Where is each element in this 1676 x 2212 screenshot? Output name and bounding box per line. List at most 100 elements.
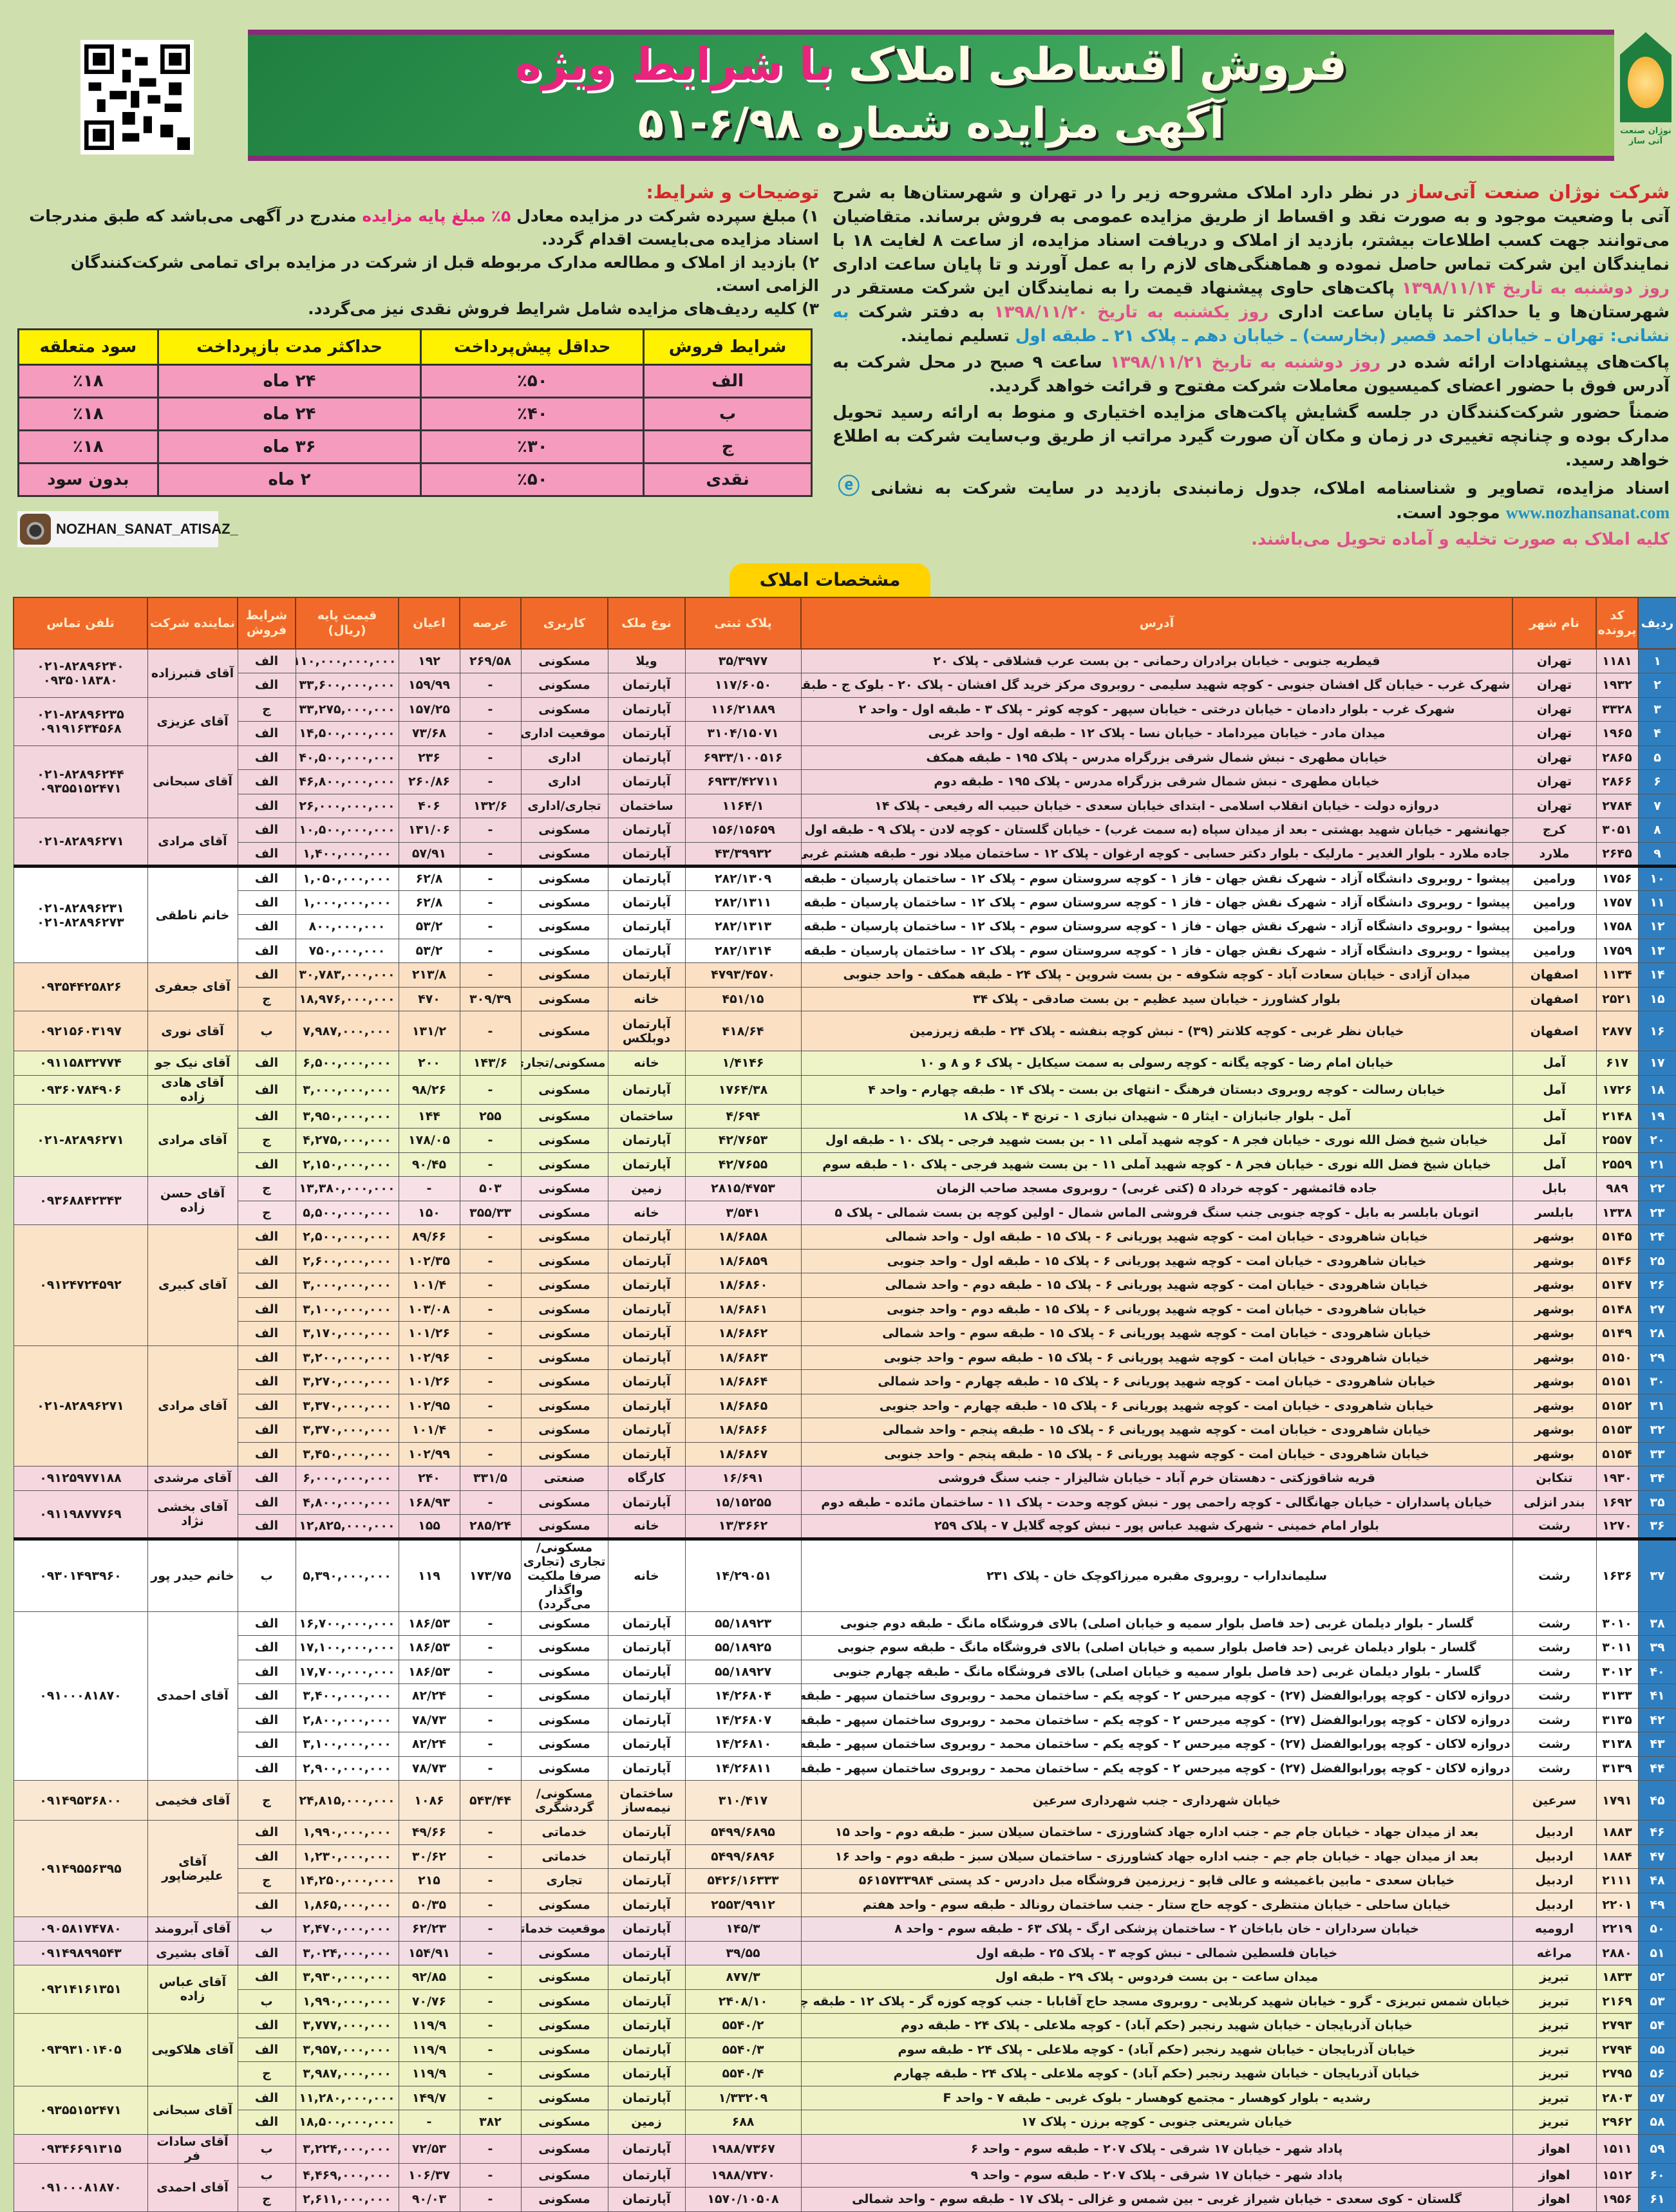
table-row: ۴۹ ۲۲۰۱ اردبیل خیابان ساحلی - خیابان منتظری… (14, 1892, 1676, 1917)
property-type: آپارتمان (607, 1683, 686, 1709)
table-row: ۵۳ ۲۱۶۹ تبریز خیابان شمس تبریزی - گرو - خیا… (14, 1989, 1676, 2014)
property-type: آپارتمان (607, 1273, 686, 1298)
phone-number[interactable]: ۰۹۱۰۰۰۸۱۸۷۰ (39, 1689, 122, 1703)
address: خیابان آذربایجان - خیابان شهید رنجبر (حک… (800, 2013, 1513, 2038)
land-area: - (459, 1892, 522, 1917)
table-row: ۳۰ ۵۱۵۱ بوشهر خیابان شاهرودی - خیابان امت -… (14, 1369, 1676, 1394)
land-area: - (459, 721, 522, 746)
city: تنکابن (1512, 1466, 1597, 1491)
phone-number[interactable]: ۰۹۳۹۳۱۰۱۴۰۵ (39, 2042, 122, 2057)
phone-number[interactable]: ۰۹۱۲۵۹۷۷۱۸۸ (39, 1471, 122, 1486)
terms-heading: توضیحات و شرایط: (646, 182, 819, 203)
registration-plate: ۶۸۸ (684, 2110, 802, 2135)
table-row: ۳۸ ۳۰۱۰ رشت گلسار - بلوار دیلمان غربی (حد ف… (13, 1611, 1676, 1781)
file-code: ۲۷۸۴ (1596, 793, 1639, 818)
phone-number[interactable]: ۰۹۳۵۰۱۸۳۸۰ (43, 673, 118, 688)
phone-number[interactable]: ۰۹۲۱۴۱۶۱۳۵۱ (39, 1982, 122, 1996)
land-area: - (459, 1659, 522, 1684)
phone-number[interactable]: ۰۹۳۶۰۷۸۴۹۰۶ (39, 1082, 122, 1097)
phone-number[interactable]: ۰۲۱-۸۲۸۹۶۲۷۱ (37, 1133, 124, 1148)
registration-plate: ۱۴/۲۶۸۱۱ (684, 1756, 802, 1781)
land-area: - (459, 890, 522, 915)
phone-number[interactable]: ۰۲۱-۸۲۸۹۶۲۷۱ (37, 834, 124, 848)
phone-number[interactable]: ۰۹۳۵۵۱۵۲۴۷۱ (39, 782, 122, 796)
phone-number[interactable]: ۰۹۱۱۹۸۷۷۷۶۹ (39, 1506, 122, 1521)
property-type: آپارتمان (607, 938, 686, 963)
city: بوشهر (1512, 1224, 1597, 1250)
terms-column-header: حداکثر مدت بازپرداخت (156, 328, 422, 366)
city: بوشهر (1512, 1297, 1597, 1322)
phone-number[interactable]: ۰۹۱۴۹۵۵۶۳۹۵ (39, 1861, 122, 1876)
phone-number[interactable]: ۰۹۳۵۵۱۵۲۴۷۱ (39, 2103, 122, 2117)
qr-code-icon (84, 44, 190, 150)
address: خیابان آذربایجان - خیابان شهید رنجبر (حک… (800, 2037, 1513, 2062)
phone-number[interactable]: ۰۹۳۶۸۸۴۲۳۴۳ (39, 1194, 122, 1208)
contact-phone: ۰۲۱-۸۲۸۹۶۲۴۰ ۰۹۳۵۰۱۸۳۸۰ (13, 648, 148, 698)
phone-number[interactable]: ۰۹۱۰۰۰۸۱۸۷۰ (39, 2180, 122, 2195)
phone-number[interactable]: ۰۹۳۴۶۶۹۱۳۱۵ (39, 2141, 122, 2156)
registration-plate: ۱۷۶۴/۳۸ (684, 1074, 802, 1105)
base-price: ۳,۱۰۰,۰۰۰,۰۰۰ (295, 1732, 399, 1757)
city: رشت (1512, 1707, 1597, 1732)
phone-number[interactable]: ۰۹۳۰۱۴۹۳۹۶۰ (39, 1568, 122, 1583)
address: جهانشهر - خیابان شهید بهشتی - بعد از مید… (800, 818, 1513, 843)
land-area: ۵۰۳ (459, 1176, 522, 1201)
building-area: ۱۳۱/۲ (398, 1011, 460, 1051)
city: آمل (1512, 1051, 1597, 1076)
phone-number[interactable]: ۰۲۱-۸۲۸۹۶۲۴۴ (37, 767, 124, 782)
building-area: ۷۸/۷۳ (398, 1756, 460, 1781)
row-number: ۴ (1637, 721, 1676, 746)
building-area: ۱۰۳/۰۸ (398, 1297, 460, 1322)
row-number: ۲۷ (1637, 1297, 1676, 1322)
city: اصفهان (1512, 1011, 1597, 1051)
city: اهواز (1512, 2187, 1597, 2212)
building-area: ۲۱۵ (398, 1868, 460, 1893)
phone-number[interactable]: ۰۹۱۱۵۸۳۲۷۷۴ (39, 1056, 122, 1071)
phone-number[interactable]: ۰۲۱-۸۲۸۹۶۲۳۵ (37, 707, 124, 722)
base-price: ۱۸,۵۰۰,۰۰۰,۰۰۰ (295, 2110, 399, 2135)
base-price: ۸۰۰,۰۰۰,۰۰۰ (295, 914, 399, 939)
phone-number[interactable]: ۰۹۱۴۹۵۳۶۸۰۰ (39, 1793, 122, 1808)
building-area: ۷۸/۷۳ (398, 1707, 460, 1732)
building-area: ۱۵۴/۹۱ (398, 1940, 460, 1965)
registration-plate: ۵۵/۱۸۹۲۷ (684, 1659, 802, 1684)
row-number: ۲۸ (1637, 1321, 1676, 1346)
phone-number[interactable]: ۰۲۱-۸۲۸۹۶۲۳۱ (37, 901, 124, 915)
website-link[interactable]: www.nozhansanat.com (1505, 503, 1670, 522)
property-type: آپارتمان (607, 1321, 686, 1346)
land-area: - (459, 962, 522, 988)
usage: مسکونی (520, 1273, 608, 1298)
table-row: ۳۱ ۵۱۵۲ بوشهر خیابان شاهرودی - خیابان امت -… (14, 1393, 1676, 1418)
city: رشت (1512, 1756, 1597, 1781)
company-representative: آقای مرادی (147, 818, 238, 867)
column-header: نماینده شرکت (147, 597, 238, 650)
qr-code[interactable] (80, 40, 194, 155)
phone-number[interactable]: ۰۹۱۴۹۸۹۹۵۴۳ (39, 1945, 122, 1960)
row-number: ۲۹ (1637, 1345, 1676, 1370)
city: تبریز (1512, 2085, 1597, 2110)
phone-number[interactable]: ۰۲۱-۸۲۸۹۶۲۷۳ (37, 915, 124, 930)
building-area: ۷۲/۵۳ (398, 2133, 460, 2164)
phone-number[interactable]: ۰۲۱-۸۲۸۹۶۲۴۰ (37, 659, 124, 673)
instagram-handle[interactable]: NOZHAN_SANAT_ATISAZ_ (17, 511, 238, 547)
phone-number[interactable]: ۰۹۱۹۱۶۳۴۵۶۸ (39, 721, 122, 736)
file-code: ۵۱۵۳ (1596, 1418, 1639, 1443)
table-row: ۴۶ ۱۸۸۳ اردبیل بعد از میدان جهاد - خیابان ج… (13, 1820, 1676, 1917)
phone-number[interactable]: ۰۹۰۵۸۱۷۴۷۸۰ (39, 1922, 122, 1936)
phone-number[interactable]: ۰۲۱-۸۲۸۹۶۲۷۱ (37, 1398, 124, 1413)
row-number: ۳۵ (1637, 1490, 1676, 1515)
phone-number[interactable]: ۰۹۱۲۴۷۲۴۵۹۲ (39, 1278, 122, 1293)
base-price: ۲۴,۸۱۵,۰۰۰,۰۰۰ (295, 1780, 399, 1821)
phone-number[interactable]: ۰۹۲۱۵۶۰۳۱۹۷ (39, 1024, 122, 1038)
sale-terms: الف (237, 1103, 296, 1129)
property-type: زمین (607, 1176, 686, 1201)
usage: مسکونی (520, 2013, 608, 2038)
usage: مسکونی (520, 2162, 608, 2188)
building-area: ۱۰۶/۳۷ (398, 2162, 460, 2188)
city: رشت (1512, 1635, 1597, 1660)
phone-number[interactable]: ۰۹۳۵۴۴۲۵۸۲۶ (39, 980, 122, 994)
company-representative: آقای عباس زاده (147, 1965, 238, 2014)
address: خیابان امام رضا - کوچه یگانه - کوچه رسول… (800, 1051, 1513, 1076)
property-type: آپارتمان (607, 1940, 686, 1965)
address: دروازه لاکان - کوچه پورابوالفضل (۲۷) - ک… (800, 1732, 1513, 1757)
